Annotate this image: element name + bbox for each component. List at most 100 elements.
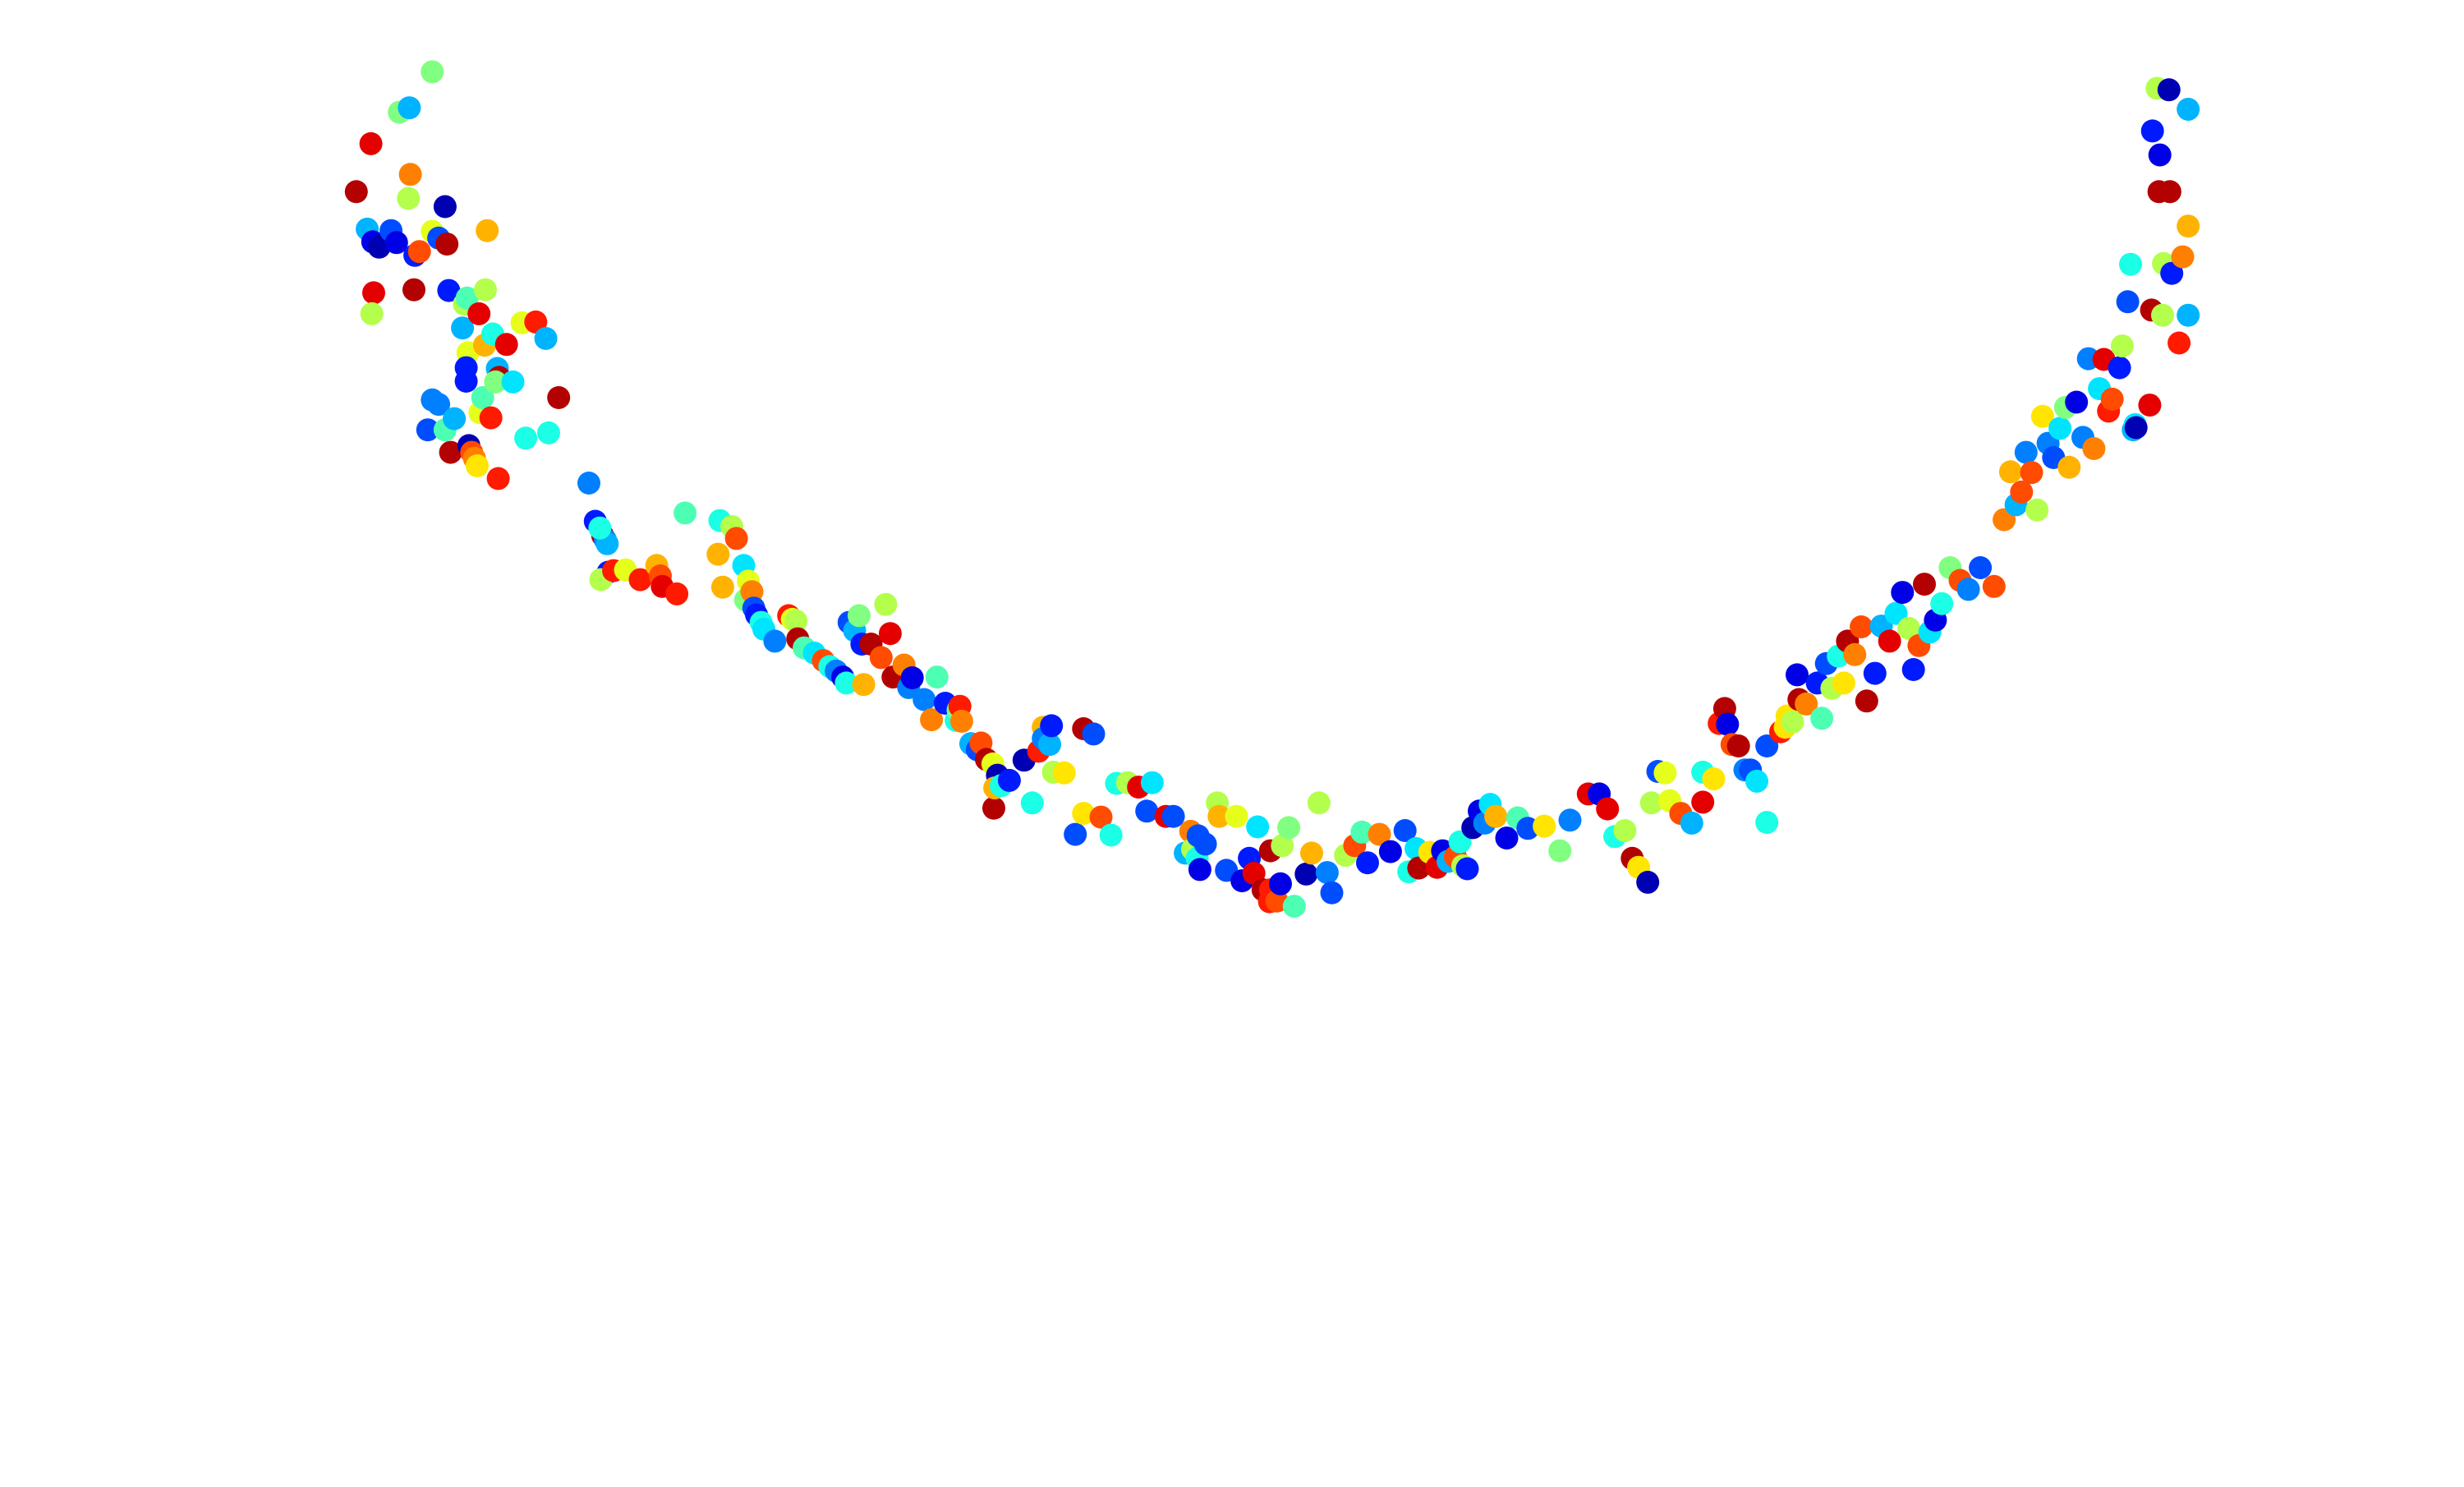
scatter-point — [2171, 245, 2195, 269]
scatter-point — [1099, 823, 1123, 847]
scatter-point — [1495, 826, 1519, 850]
scatter-point — [1140, 771, 1164, 794]
scatter-point — [1786, 663, 1809, 687]
scatter-point — [454, 356, 478, 380]
scatter-point — [1636, 870, 1660, 894]
scatter-point — [1639, 791, 1663, 815]
scatter-point — [1315, 861, 1339, 885]
scatter-point — [588, 516, 612, 540]
scatter-point — [1193, 832, 1217, 856]
scatter-point — [848, 604, 871, 628]
scatter-point — [439, 440, 462, 464]
scatter-point — [1795, 692, 1818, 716]
scatter-point — [1596, 797, 1620, 821]
scatter-point — [900, 666, 924, 689]
scatter-point — [1225, 804, 1248, 828]
scatter-point — [2116, 290, 2140, 314]
scatter-point — [874, 592, 898, 616]
scatter-point — [1265, 889, 1289, 913]
scatter-point — [2160, 261, 2184, 285]
scatter-point — [2177, 98, 2200, 121]
scatter-point — [2057, 455, 2081, 479]
scatter-point — [1393, 819, 1417, 842]
scatter-point — [2065, 390, 2089, 414]
scatter-point — [982, 796, 1005, 820]
scatter-point — [451, 316, 475, 340]
scatter-point — [427, 393, 451, 417]
scatter-point — [1350, 820, 1374, 844]
scatter-point — [2010, 480, 2034, 504]
scatter-point — [834, 671, 858, 695]
scatter-point — [524, 310, 548, 334]
scatter-point — [1038, 733, 1061, 757]
scatter-point — [1913, 573, 1936, 596]
scatter-point — [1891, 581, 1915, 605]
scatter-point — [2138, 394, 2162, 417]
scatter-point — [384, 231, 408, 255]
scatter-point — [1897, 616, 1921, 640]
scatter-point — [1368, 822, 1391, 846]
scatter-point — [1884, 601, 1908, 625]
scatter-point — [577, 472, 600, 495]
scatter-point — [421, 60, 444, 84]
scatter-point — [435, 232, 459, 256]
scatter-point — [471, 386, 494, 409]
scatter-point — [1969, 556, 1993, 579]
scatter-point — [1613, 819, 1637, 842]
scatter-point — [433, 195, 457, 219]
scatter-point — [1878, 629, 1901, 653]
scatter-point — [2148, 143, 2172, 167]
scatter-point — [494, 333, 518, 357]
scatter-point — [2020, 461, 2043, 485]
scatter-point — [360, 302, 384, 325]
scatter-point — [1843, 642, 1867, 666]
scatter-point — [455, 286, 479, 310]
scatter-point — [362, 281, 385, 305]
scatter-point — [474, 278, 497, 302]
scatter-point — [2147, 180, 2171, 204]
scatter-point — [1956, 578, 1980, 601]
scatter-point — [665, 582, 689, 605]
scatter-point — [367, 235, 391, 259]
scatter-point — [1755, 811, 1779, 834]
scatter-point — [1188, 858, 1211, 882]
scatter-point — [1320, 881, 1344, 905]
scatter-point — [1781, 710, 1804, 734]
scatter-point — [1702, 767, 1726, 791]
scatter-point — [1745, 769, 1768, 793]
scatter-point — [869, 646, 893, 670]
scatter-point — [2151, 303, 2174, 327]
scatter-point — [476, 219, 499, 242]
scatter-point — [1982, 574, 2006, 598]
scatter-point — [1269, 872, 1292, 895]
scatter-point — [913, 688, 936, 711]
scatter-point — [1246, 815, 1270, 839]
scatter-point — [2140, 119, 2164, 143]
scatter-point — [949, 709, 973, 733]
scatter-point — [1135, 799, 1159, 823]
scatter-point — [1161, 804, 1185, 828]
scatter-point — [1378, 840, 1402, 863]
scatter-point — [514, 426, 538, 450]
scatter-point — [359, 131, 383, 155]
scatter-point — [437, 279, 461, 302]
scatter-point — [878, 622, 902, 646]
scatter-point — [443, 407, 467, 430]
scatter-point — [2110, 334, 2134, 358]
scatter-point — [1653, 761, 1677, 785]
scatter-point — [1300, 841, 1323, 865]
scatter-point — [1455, 857, 1479, 881]
scatter-point — [1064, 822, 1087, 846]
scatter-point — [479, 406, 503, 430]
scatter-point — [2157, 78, 2181, 102]
scatter-point — [1863, 661, 1887, 685]
scatter-point — [997, 768, 1021, 792]
scatter-point — [2100, 387, 2124, 411]
scatter-point — [1484, 804, 1508, 828]
scatter-point — [1855, 689, 1878, 713]
scatter-point — [2048, 417, 2072, 440]
scatter-point — [2124, 416, 2148, 440]
scatter-point — [1277, 816, 1301, 840]
scatter-point — [1052, 761, 1076, 785]
